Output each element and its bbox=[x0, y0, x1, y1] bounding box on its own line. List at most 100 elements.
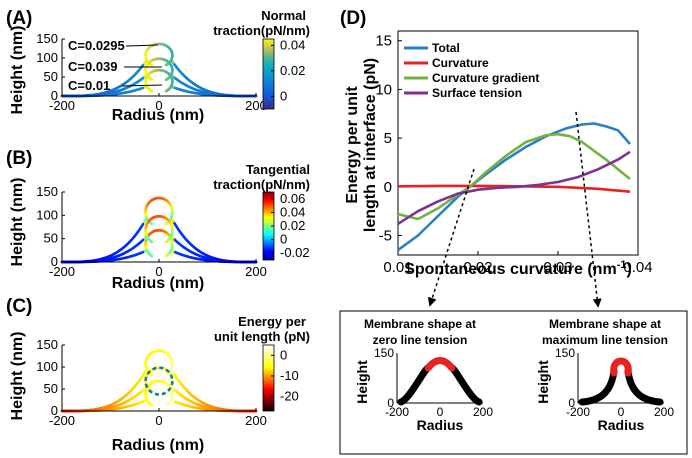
panel-b-plot bbox=[60, 196, 258, 264]
y-tick-label: 0 bbox=[51, 403, 58, 418]
colorbar-tick-label: -10 bbox=[280, 368, 299, 383]
colorbar-b-title-2: traction(pN/nm) bbox=[213, 177, 310, 192]
leader-c-0295 bbox=[125, 44, 159, 47]
panel-d-xlabel: Spontaneous curvature (nm-1) bbox=[404, 259, 632, 278]
x-tick-label: 0 bbox=[155, 413, 162, 428]
legend-label: Surface tension bbox=[432, 86, 522, 100]
panel-c-plot bbox=[60, 349, 258, 413]
inset-y-tick-label: 0 bbox=[387, 396, 394, 410]
x-tick-label: 200 bbox=[245, 264, 267, 279]
legend-label: Total bbox=[432, 41, 460, 55]
colorbar-a-title-1: Normal bbox=[261, 8, 306, 23]
panel-d-label: (D) bbox=[340, 8, 366, 29]
colorbar-tick-label: 0.04 bbox=[280, 37, 305, 52]
y-tick-label: 100 bbox=[36, 359, 58, 374]
annotation-c-039: C=0.039 bbox=[68, 59, 118, 74]
inset-left-title-2: zero line tension bbox=[373, 333, 468, 347]
panel-d-ylabel-2: length at interface (pN) bbox=[362, 58, 379, 232]
annotation-c-0295: C=0.0295 bbox=[68, 38, 125, 53]
x-tick-label: -200 bbox=[49, 413, 75, 428]
legend-label: Curvature bbox=[432, 56, 489, 70]
panel-a-xlabel: Radius (nm) bbox=[112, 107, 204, 124]
inset-cap bbox=[610, 357, 632, 377]
y-tick-label: -5 bbox=[379, 228, 392, 245]
colorbar-c-ticks: 0 -10 -20 bbox=[271, 347, 299, 404]
inset-x-tick-label: -200 bbox=[566, 405, 590, 419]
y-tick-label: 0 bbox=[51, 88, 58, 103]
inset-right-title-2: maximum line tension bbox=[542, 333, 668, 347]
colorbar-tick-label: 0.04 bbox=[280, 204, 305, 219]
y-tick-label: 50 bbox=[44, 231, 58, 246]
colorbar-a-title-2: traction(pN/nm) bbox=[213, 23, 310, 38]
panel-a-label: (A) bbox=[6, 8, 32, 29]
panel-d-plot-frame bbox=[397, 30, 639, 256]
y-tick-label: 0 bbox=[51, 254, 58, 269]
panel-b-xlabel: Radius (nm) bbox=[112, 275, 204, 292]
annotation-c-01: C=0.01 bbox=[68, 78, 110, 93]
x-tick-label: 0 bbox=[155, 264, 162, 279]
panel-c-xlabel: Radius (nm) bbox=[112, 437, 204, 454]
legend-label: Curvature gradient bbox=[432, 71, 539, 85]
colorbar-a bbox=[262, 38, 275, 110]
inset-ylabel: Height bbox=[535, 360, 551, 404]
panel-d-axes: 0.01 0.02 0.03 0.04 -5 0 5 10 15 bbox=[375, 33, 652, 276]
series-line-surface-tension bbox=[397, 150, 631, 225]
x-tick-label: 0.04 bbox=[623, 259, 652, 276]
colorbar-c-title-2: unit length (pN) bbox=[214, 329, 310, 344]
inset-ylabel: Height bbox=[354, 360, 370, 404]
colorbar-a-ticks: 0.04 0.02 0 bbox=[271, 37, 305, 103]
y-tick-label: 10 bbox=[375, 81, 392, 98]
inset-xlabel: Radius bbox=[598, 417, 645, 433]
arrow-max-line-tension bbox=[575, 111, 602, 308]
colorbar-tick-label: -0.02 bbox=[280, 245, 310, 260]
x-tick-label: 200 bbox=[245, 413, 267, 428]
panel-d-xlabel-main: Spontaneous curvature (nm bbox=[404, 261, 616, 278]
series-line-curvature-gradient bbox=[397, 132, 631, 221]
y-tick-label: 150 bbox=[36, 31, 58, 46]
colorbar-c bbox=[262, 344, 275, 412]
leader-c-01 bbox=[121, 84, 163, 87]
inset-x-tick-label: 200 bbox=[473, 405, 493, 419]
panel-d-series bbox=[397, 122, 631, 252]
inset-x-tick-label: -200 bbox=[385, 405, 409, 419]
inset-x-tick-label: 0 bbox=[618, 405, 625, 419]
colorbar-tick-label: 0 bbox=[280, 232, 287, 247]
inset-xlabel: Radius bbox=[417, 417, 464, 433]
inset-y-tick-label: 150 bbox=[555, 346, 575, 360]
x-tick-label: 200 bbox=[245, 98, 267, 113]
panel-d-ylabel-1: Energy per unit bbox=[344, 86, 361, 204]
series-line-total bbox=[397, 122, 631, 252]
x-tick-label: 0.02 bbox=[463, 259, 492, 276]
y-tick-label: 0 bbox=[384, 179, 392, 196]
panel-c-ylabel: Height (nm) bbox=[9, 332, 26, 421]
x-tick-label: 0.01 bbox=[383, 259, 412, 276]
y-tick-label: 5 bbox=[384, 130, 392, 147]
x-tick-label: 0.03 bbox=[543, 259, 572, 276]
panel-a-ylabel: Height (nm) bbox=[9, 26, 26, 115]
panel-b-label: (B) bbox=[6, 148, 32, 169]
colorbar-tick-label: 0.02 bbox=[280, 218, 305, 233]
colorbar-tick-label: 0.06 bbox=[280, 191, 305, 206]
colorbar-tick-label: 0.02 bbox=[280, 63, 305, 78]
colorbar-c-title-1: Energy per bbox=[238, 314, 306, 329]
y-tick-label: 100 bbox=[36, 50, 58, 65]
panel-d-xlabel-sup: -1 bbox=[617, 259, 627, 271]
y-tick-label: 100 bbox=[36, 207, 58, 222]
inset-right-title-1: Membrane shape at bbox=[549, 317, 661, 331]
x-tick-label: -200 bbox=[49, 98, 75, 113]
inset-x-tick-label: 200 bbox=[654, 405, 674, 419]
y-tick-label: 150 bbox=[36, 184, 58, 199]
x-tick-label: -200 bbox=[49, 264, 75, 279]
colorbar-b-title-1: Tangential bbox=[246, 162, 310, 177]
y-tick-label: 50 bbox=[44, 381, 58, 396]
inset-x-tick-label: 0 bbox=[437, 405, 444, 419]
colorbar-tick-label: 0 bbox=[280, 88, 287, 103]
colorbar-tick-label: -20 bbox=[280, 389, 299, 404]
